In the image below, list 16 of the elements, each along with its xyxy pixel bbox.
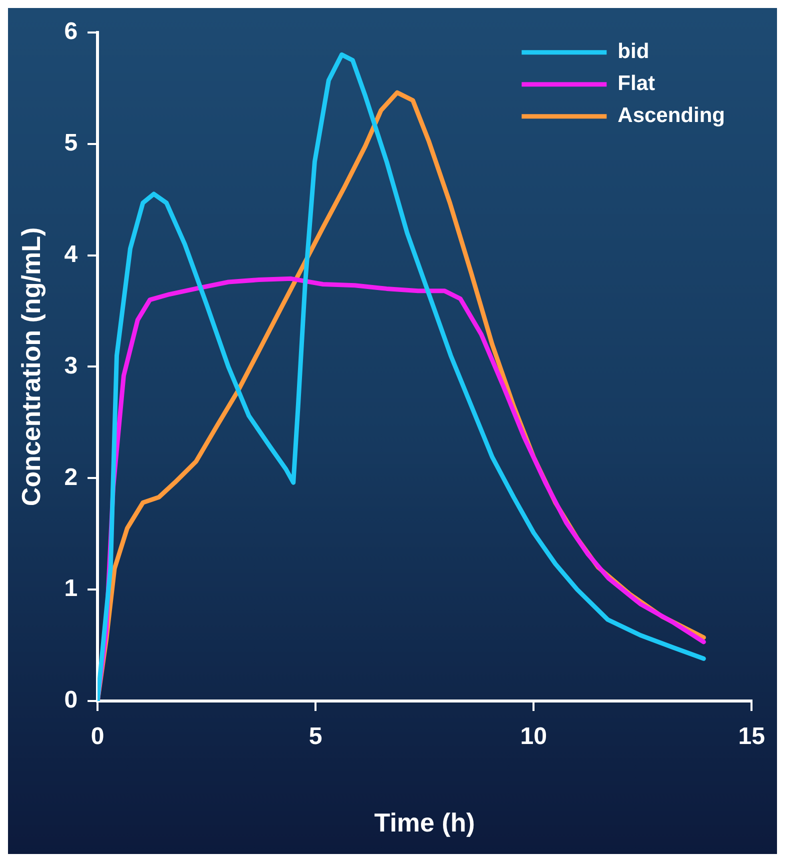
x-tick-label: 5 [308, 723, 322, 750]
y-tick-label: 2 [64, 464, 78, 491]
y-tick-label: 5 [64, 129, 78, 156]
y-axis-title: Concentration (ng/mL) [16, 227, 46, 506]
x-tick-label: 10 [520, 723, 547, 750]
y-tick-label: 0 [64, 686, 78, 714]
y-tick-label: 1 [64, 575, 78, 602]
legend-label: Flat [618, 72, 655, 96]
y-tick-label: 3 [64, 352, 78, 380]
x-axis-title: Time (h) [374, 808, 475, 838]
x-tick-label: 15 [738, 723, 766, 750]
x-tick-label: 0 [90, 723, 104, 750]
legend-label: Ascending [618, 104, 726, 128]
y-tick-label: 4 [64, 240, 78, 268]
y-tick-label: 6 [64, 18, 78, 46]
legend-label: bid [618, 40, 650, 64]
